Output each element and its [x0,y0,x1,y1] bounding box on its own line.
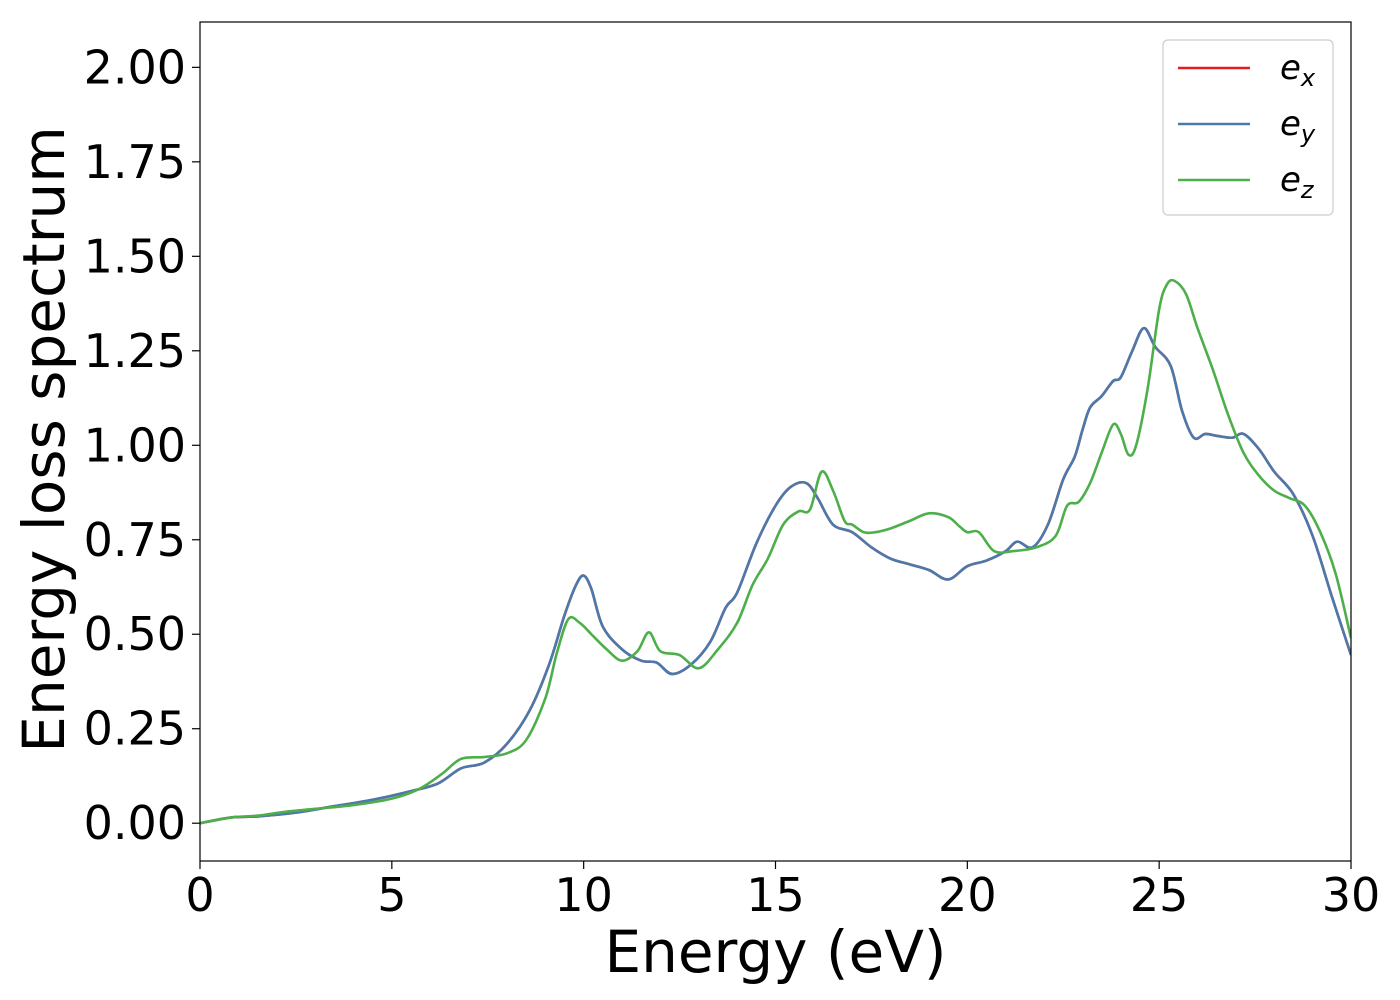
x-tick-label: 30 [1322,868,1381,922]
x-axis-label: Energy (eV) [604,918,946,986]
y-axis-label: Energy loss spectrum [10,126,78,752]
legend: ex ey ez [1162,39,1334,216]
y-tick-label: 1.25 [84,324,186,378]
y-tick-label: 0.00 [84,796,186,850]
legend-label-x: ex [1280,48,1316,92]
y-tick-label: 0.25 [84,702,186,756]
y-tick-label: 1.75 [84,135,186,189]
x-tick-label: 0 [185,868,214,922]
y-tick-label: 2.00 [84,40,186,94]
series-line-e-z [200,278,1351,825]
x-axis: 0 5 10 15 20 25 30 [185,861,1380,922]
x-tick-label: 10 [554,868,613,922]
y-tick-label: 0.50 [84,607,186,661]
series-line-e-y [200,326,1351,825]
legend-label-z: ez [1280,160,1315,204]
x-tick-label: 25 [1130,868,1189,922]
y-tick-label: 1.00 [84,418,186,472]
series-layer [200,278,1351,825]
legend-label-y: ey [1280,104,1316,148]
x-tick-label: 5 [377,868,406,922]
x-tick-label: 20 [938,868,997,922]
y-tick-label: 1.50 [84,229,186,283]
legend-box [1162,39,1334,216]
y-tick-label: 0.75 [84,513,186,567]
x-tick-label: 15 [746,868,805,922]
y-axis: 0.00 0.25 0.50 0.75 1.00 1.25 1.50 1.75 2.00 [84,40,200,850]
